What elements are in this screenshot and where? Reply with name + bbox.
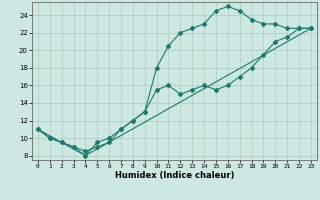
X-axis label: Humidex (Indice chaleur): Humidex (Indice chaleur) bbox=[115, 171, 234, 180]
